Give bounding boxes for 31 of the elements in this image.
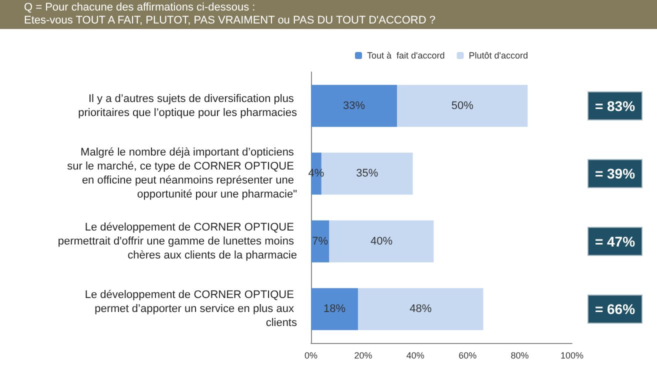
text: Q = Pour chacune des affirmations ci-dessous : <box>24 2 256 14</box>
x-tick-label: 40% <box>406 350 424 360</box>
text: = 47% <box>594 233 636 250</box>
data-label: 40% <box>370 235 393 248</box>
legend-label: Tout à fait d'accord <box>367 50 445 60</box>
text: = 39% <box>594 166 636 182</box>
data-label: 33% <box>343 100 366 112</box>
y-tick-label: Il y a d’autres sujets de diversification plus prioritaires que l’optique pour les pharmacies <box>78 92 298 119</box>
y-tick-label: Malgré le nombre déjà important d’opticiens sur le marché, ce type de CORNER OPTIQUE en officine peut néanmoins représenter une opportunité pour une pharmacie" <box>67 146 298 201</box>
x-tick-label: 0% <box>304 350 318 360</box>
data-label: 18% <box>323 303 346 316</box>
data-label: 50% <box>451 100 474 112</box>
y-tick-label: Le développement de CORNER OPTIQUE permet d’apporter un service en plus aux clients <box>84 289 298 330</box>
data-label: 48% <box>410 303 432 316</box>
chart-subtitle: Etes-vous TOUT A FAIT, PLUTOT, PAS VRAIMENT ou PAS DU TOUT D'ACCORD ? <box>24 14 436 26</box>
legend-label: Plutôt d'accord <box>468 50 528 60</box>
bar <box>397 84 528 127</box>
y-tick-label: Le développement de CORNER OPTIQUE permettrait d'offrir une gamme de lunettes moins chères aux clients de la pharmacie <box>58 221 297 262</box>
x-tick-label: 20% <box>354 350 372 360</box>
x-tick-label: 80% <box>510 350 529 360</box>
bar <box>311 288 358 330</box>
bar <box>329 220 434 262</box>
data-label: 35% <box>356 168 378 180</box>
x-tick-label: 60% <box>458 350 477 360</box>
bar <box>311 220 330 262</box>
text: = 83% <box>594 98 636 114</box>
bar <box>358 288 484 330</box>
text: = 66% <box>594 301 636 318</box>
bar <box>311 84 398 127</box>
data-label: 7% <box>312 235 328 248</box>
x-tick-label: 100% <box>560 350 584 360</box>
